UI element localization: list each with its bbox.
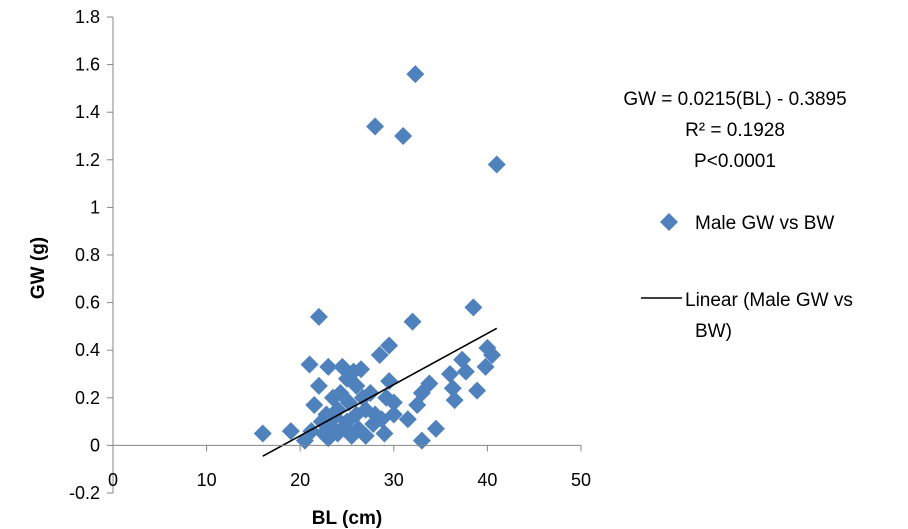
- data-point: [464, 298, 483, 317]
- y-tick-label: 1: [90, 197, 100, 217]
- data-point: [380, 372, 399, 391]
- data-point: [253, 424, 272, 443]
- x-tick-label: 30: [384, 470, 404, 490]
- data-point: [380, 336, 399, 355]
- legend-label-scatter: Male GW vs BW: [695, 213, 834, 234]
- data-point: [375, 424, 394, 443]
- data-point: [445, 391, 464, 410]
- data-point: [412, 431, 431, 450]
- plot-area: [253, 65, 506, 457]
- p-value-label: P<0.0001: [694, 151, 776, 172]
- y-tick-label: 1.6: [75, 55, 100, 75]
- legend-label-linear-2: BW): [695, 321, 732, 342]
- data-point: [281, 422, 300, 441]
- data-point: [420, 374, 439, 393]
- y-tick-label: 0.6: [75, 293, 100, 313]
- data-point: [319, 357, 338, 376]
- x-tick-label: 10: [197, 470, 217, 490]
- data-point: [384, 393, 403, 412]
- data-point: [406, 65, 425, 84]
- y-tick-label: -0.2: [69, 483, 100, 503]
- y-tick-label: 0: [90, 435, 100, 455]
- data-point: [394, 127, 413, 145]
- x-tick-label: 0: [108, 470, 118, 490]
- data-point: [366, 117, 385, 136]
- data-point: [309, 376, 328, 395]
- x-tick-label: 20: [290, 470, 310, 490]
- y-axis-title: GW (g): [28, 237, 49, 299]
- data-point: [443, 379, 462, 398]
- data-point: [456, 362, 475, 381]
- y-tick-label: 0.4: [75, 340, 100, 360]
- data-point: [440, 365, 459, 383]
- y-tick-label: 0.8: [75, 245, 100, 265]
- axes: -0.2 0 0.2 0.4 0.6 0.8 1 1.2 1.4 1.6 1.8 0 10 20 30 40 5…: [69, 7, 591, 503]
- data-point: [487, 155, 506, 174]
- x-axis-title: BL (cm): [312, 508, 382, 529]
- legend: Male GW vs BW Linear (Male GW vs BW): [641, 213, 853, 342]
- data-point: [347, 376, 366, 395]
- data-point: [426, 419, 445, 438]
- x-tick-label: 50: [571, 470, 591, 490]
- data-point: [309, 307, 328, 326]
- data-point: [370, 345, 389, 364]
- data-point: [476, 357, 495, 376]
- linear-trendline: [262, 327, 498, 457]
- data-point: [352, 360, 371, 379]
- data-point: [483, 345, 502, 364]
- data-point: [384, 405, 403, 424]
- x-tick-label: 40: [477, 470, 497, 490]
- y-tick-label: 1.2: [75, 150, 100, 170]
- data-point: [328, 400, 347, 419]
- legend-diamond-marker: [660, 213, 678, 231]
- data-point: [468, 381, 487, 400]
- data-point: [361, 384, 380, 403]
- data-point: [300, 355, 319, 374]
- data-point: [403, 312, 422, 331]
- data-point: [398, 410, 417, 429]
- regression-equation: GW = 0.0215(BL) - 0.3895: [623, 89, 846, 110]
- y-tick-label: 0.2: [75, 388, 100, 408]
- legend-label-linear-1: Linear (Male GW vs: [685, 290, 853, 311]
- regression-annotation: GW = 0.0215(BL) - 0.3895 R² = 0.1928 P<0…: [623, 89, 846, 172]
- y-tick-label: 1.8: [75, 7, 100, 27]
- r-squared-label: R² = 0.1928: [685, 120, 785, 141]
- data-point: [305, 395, 324, 414]
- data-point: [356, 426, 375, 445]
- y-tick-label: 1.4: [75, 102, 100, 122]
